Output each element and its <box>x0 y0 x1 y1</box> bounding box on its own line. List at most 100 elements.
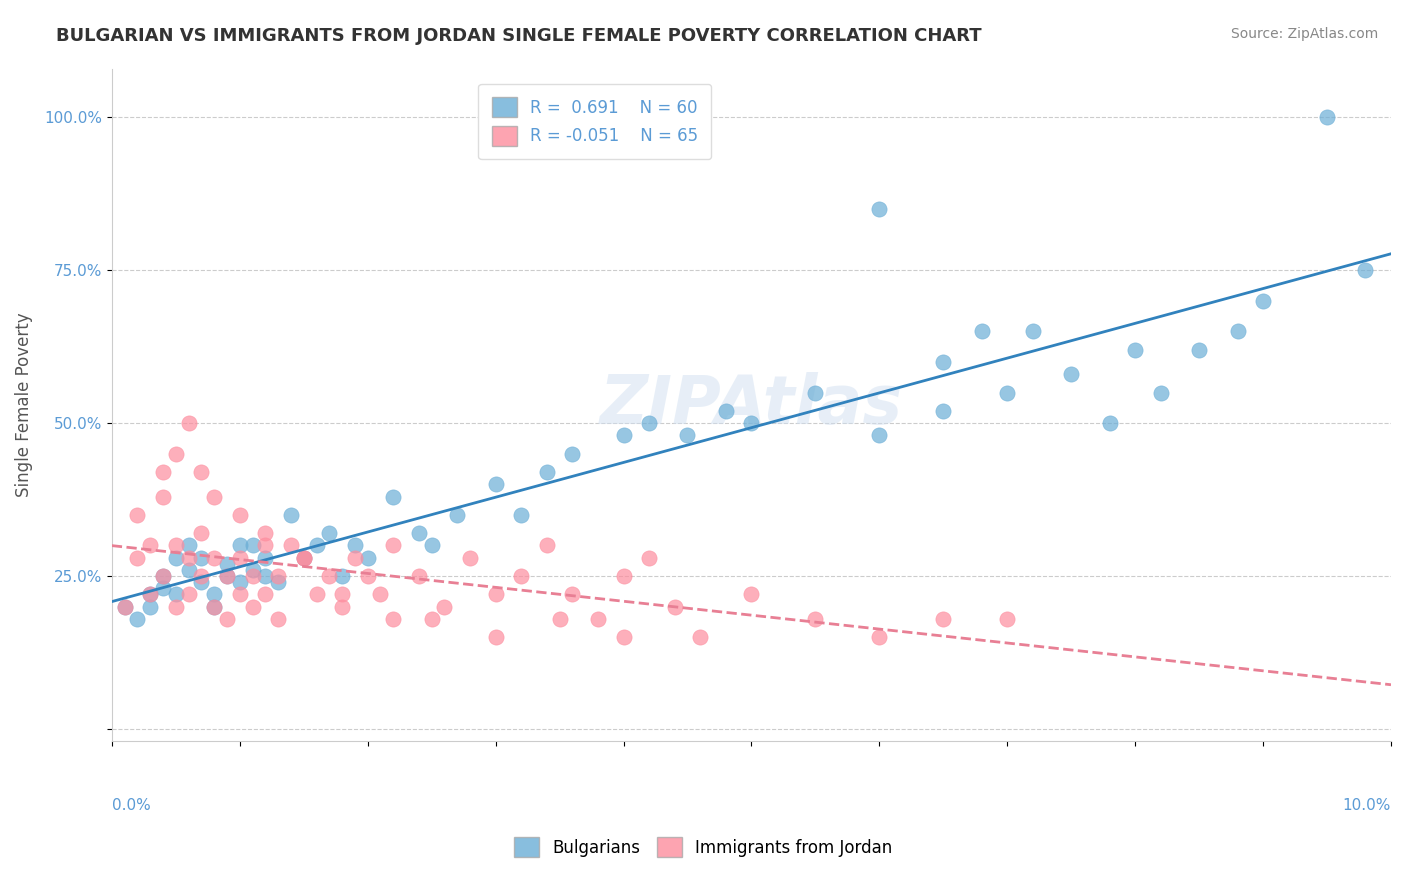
Point <box>382 612 405 626</box>
Point <box>868 630 890 644</box>
Point <box>127 612 149 626</box>
Point <box>586 612 609 626</box>
Point <box>932 404 955 418</box>
Point <box>1060 368 1083 382</box>
Text: BULGARIAN VS IMMIGRANTS FROM JORDAN SINGLE FEMALE POVERTY CORRELATION CHART: BULGARIAN VS IMMIGRANTS FROM JORDAN SING… <box>56 27 981 45</box>
Point <box>408 569 430 583</box>
Point <box>714 404 737 418</box>
Point <box>382 490 405 504</box>
Point <box>484 587 506 601</box>
Point <box>548 612 571 626</box>
Point <box>229 550 252 565</box>
Point <box>254 587 277 601</box>
Point <box>408 526 430 541</box>
Point <box>292 550 315 565</box>
Point <box>267 575 290 590</box>
Point <box>177 563 200 577</box>
Point <box>356 550 378 565</box>
Point <box>114 599 136 614</box>
Point <box>152 569 174 583</box>
Point <box>242 569 264 583</box>
Point <box>1098 416 1121 430</box>
Point <box>242 599 264 614</box>
Point <box>561 587 583 601</box>
Point <box>676 428 699 442</box>
Point <box>177 587 200 601</box>
Point <box>536 465 558 479</box>
Point <box>215 569 238 583</box>
Point <box>165 447 187 461</box>
Point <box>330 599 353 614</box>
Point <box>420 612 443 626</box>
Point <box>343 539 366 553</box>
Point <box>242 539 264 553</box>
Point <box>1226 325 1249 339</box>
Point <box>202 599 225 614</box>
Point <box>165 550 187 565</box>
Point <box>612 428 634 442</box>
Point <box>1188 343 1211 357</box>
Point <box>370 587 392 601</box>
Point <box>254 569 277 583</box>
Y-axis label: Single Female Poverty: Single Female Poverty <box>15 312 32 497</box>
Point <box>254 539 277 553</box>
Text: ZIPAtlas: ZIPAtlas <box>600 372 903 438</box>
Point <box>305 587 328 601</box>
Point <box>152 465 174 479</box>
Point <box>804 612 827 626</box>
Legend: Bulgarians, Immigrants from Jordan: Bulgarians, Immigrants from Jordan <box>505 829 901 866</box>
Point <box>740 587 762 601</box>
Point <box>638 416 661 430</box>
Point <box>1251 293 1274 308</box>
Point <box>190 465 212 479</box>
Point <box>932 612 955 626</box>
Point <box>292 550 315 565</box>
Point <box>510 508 533 522</box>
Point <box>484 630 506 644</box>
Point <box>292 550 315 565</box>
Point <box>420 539 443 553</box>
Point <box>215 612 238 626</box>
Point <box>242 563 264 577</box>
Point <box>1316 111 1339 125</box>
Point <box>740 416 762 430</box>
Point <box>190 575 212 590</box>
Point <box>254 526 277 541</box>
Point <box>165 587 187 601</box>
Legend: R =  0.691    N = 60, R = -0.051    N = 65: R = 0.691 N = 60, R = -0.051 N = 65 <box>478 84 711 160</box>
Point <box>202 550 225 565</box>
Text: 10.0%: 10.0% <box>1343 798 1391 814</box>
Point <box>458 550 481 565</box>
Point <box>1123 343 1146 357</box>
Text: 0.0%: 0.0% <box>112 798 150 814</box>
Point <box>152 582 174 596</box>
Point <box>114 599 136 614</box>
Point <box>932 355 955 369</box>
Point <box>868 202 890 216</box>
Point <box>330 569 353 583</box>
Point <box>536 539 558 553</box>
Point <box>190 569 212 583</box>
Point <box>868 428 890 442</box>
Point <box>612 569 634 583</box>
Point <box>139 539 162 553</box>
Point <box>202 587 225 601</box>
Point <box>127 508 149 522</box>
Point <box>165 539 187 553</box>
Point <box>995 385 1018 400</box>
Point <box>215 557 238 571</box>
Point <box>152 569 174 583</box>
Point <box>229 539 252 553</box>
Point <box>343 550 366 565</box>
Point <box>215 569 238 583</box>
Point <box>267 612 290 626</box>
Point <box>446 508 468 522</box>
Point <box>305 539 328 553</box>
Point <box>612 630 634 644</box>
Point <box>318 526 340 541</box>
Text: Source: ZipAtlas.com: Source: ZipAtlas.com <box>1230 27 1378 41</box>
Point <box>254 550 277 565</box>
Point <box>202 490 225 504</box>
Point <box>484 477 506 491</box>
Point <box>689 630 711 644</box>
